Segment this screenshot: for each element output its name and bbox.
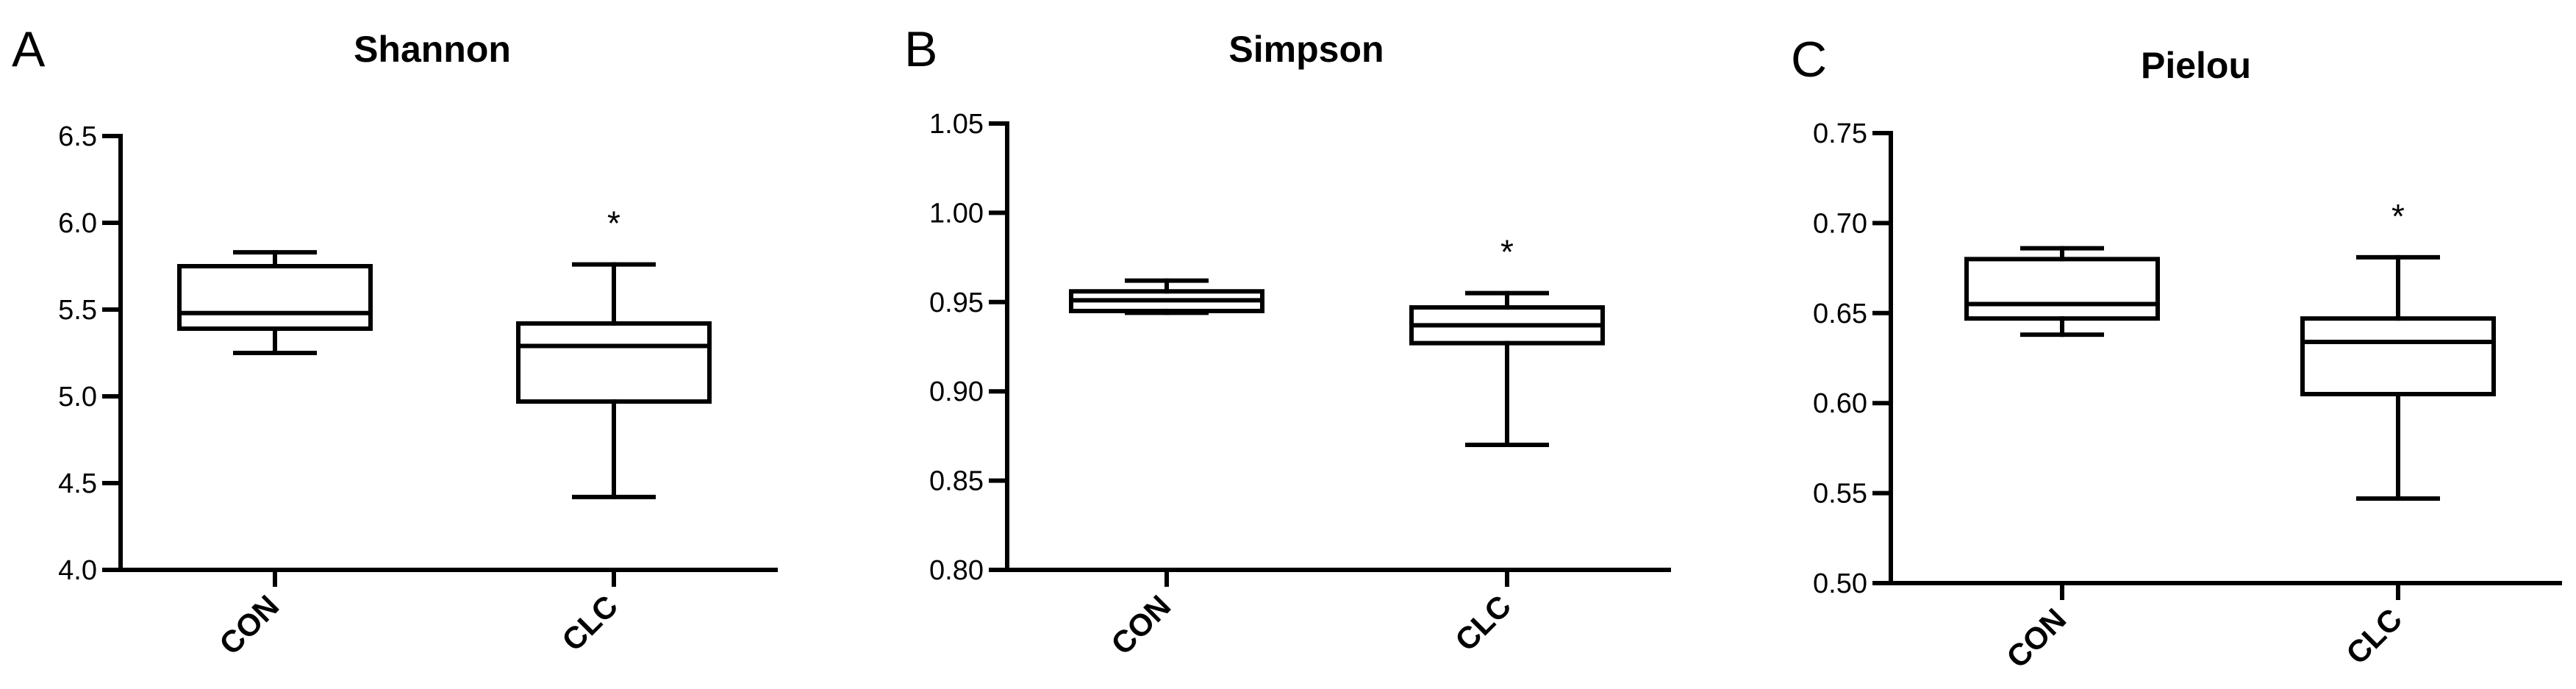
y-tick-label-c: 0.60 bbox=[1813, 388, 1867, 419]
x-tick-label-a: CON bbox=[212, 588, 285, 661]
x-tick-label-c: CLC bbox=[2339, 601, 2408, 671]
plot-area-c: 0.50 0.55 0.60 0.65 0.70 0.75 CON * CLC bbox=[1813, 118, 2562, 674]
y-tick-label-b: 1.05 bbox=[929, 109, 984, 140]
y-tick-label-a: 4.5 bbox=[58, 468, 97, 499]
x-tick-label-c: CON bbox=[2000, 601, 2072, 674]
panel-label-b: B bbox=[904, 21, 937, 77]
iqr-box bbox=[177, 264, 373, 331]
x-tick-label-b: CLC bbox=[1448, 588, 1517, 657]
panel-label-c: C bbox=[1791, 32, 1827, 88]
y-tick-label-c: 0.55 bbox=[1813, 479, 1867, 510]
y-tick-label-b: 0.90 bbox=[929, 376, 984, 407]
y-tick-label-c: 0.70 bbox=[1813, 208, 1867, 239]
iqr-box bbox=[516, 321, 712, 404]
significance-marker: * bbox=[2391, 197, 2405, 235]
chart-title-c: Pielou bbox=[2141, 45, 2251, 86]
iqr-box bbox=[1964, 257, 2160, 321]
y-tick-label-b: 0.85 bbox=[929, 466, 984, 497]
box-a-con bbox=[177, 250, 373, 355]
panel-label-a: A bbox=[12, 21, 46, 77]
panel-a: A Shannon bbox=[12, 21, 511, 77]
y-tick-label-c: 0.65 bbox=[1813, 299, 1867, 329]
y-tick-label-c: 0.50 bbox=[1813, 568, 1867, 599]
box-b-con bbox=[1069, 278, 1264, 315]
y-tick-label-c: 0.75 bbox=[1813, 118, 1867, 149]
plot-area-b: 0.80 0.85 0.90 0.95 1.00 1.05 CON * CLC bbox=[929, 109, 1671, 661]
plot-area-a: 4.0 4.5 5.0 5.5 6.0 6.5 CON * CLC bbox=[58, 121, 778, 661]
panel-c: C Pielou bbox=[1791, 32, 2251, 88]
box-c-con bbox=[1964, 246, 2160, 338]
y-tick-label-a: 5.0 bbox=[58, 382, 97, 413]
box-a-clc: * bbox=[516, 204, 712, 499]
x-tick-label-a: CLC bbox=[555, 588, 624, 657]
x-tick-label-b: CON bbox=[1104, 588, 1177, 661]
box-b-clc: * bbox=[1409, 233, 1605, 448]
y-tick-label-b: 0.80 bbox=[929, 555, 984, 586]
y-tick-label-a: 6.5 bbox=[58, 121, 97, 152]
y-tick-label-a: 6.0 bbox=[58, 208, 97, 239]
significance-marker: * bbox=[607, 204, 620, 243]
y-tick-label-a: 5.5 bbox=[58, 295, 97, 326]
panel-b: B Simpson bbox=[904, 21, 1384, 77]
significance-marker: * bbox=[1500, 233, 1514, 271]
y-tick-label-a: 4.0 bbox=[58, 555, 97, 586]
chart-title-b: Simpson bbox=[1228, 29, 1384, 70]
iqr-box bbox=[2300, 316, 2496, 396]
chart-title-a: Shannon bbox=[354, 29, 511, 70]
box-c-clc: * bbox=[2300, 197, 2496, 501]
y-tick-label-b: 0.95 bbox=[929, 288, 984, 318]
y-tick-label-b: 1.00 bbox=[929, 198, 984, 229]
